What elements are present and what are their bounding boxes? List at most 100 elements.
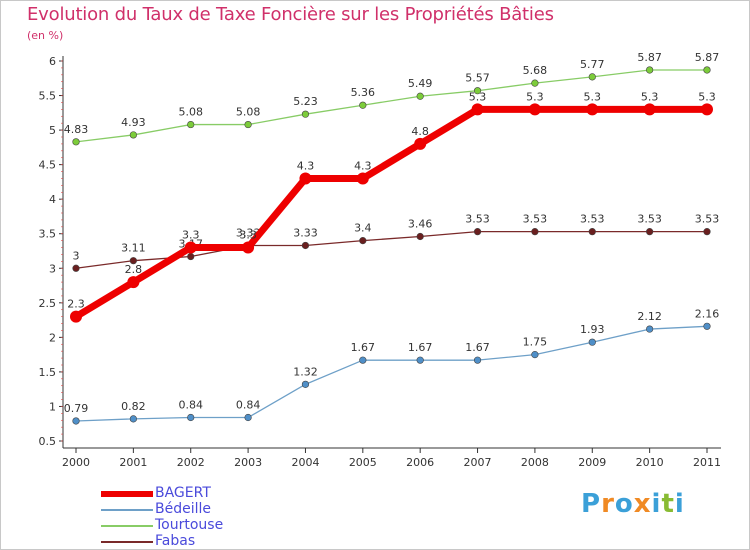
legend-label: Tourtouse (155, 517, 224, 533)
logo-letter: i (674, 489, 685, 519)
data-label: 0.79 (64, 402, 89, 415)
data-point (473, 356, 482, 364)
data-label: 3 (73, 249, 80, 262)
y-tick-label: 4 (49, 193, 56, 206)
data-label: 5.87 (637, 51, 662, 64)
data-label: 4.3 (297, 159, 315, 172)
x-tick-label: 2005 (349, 456, 377, 469)
x-tick-label: 2010 (636, 456, 664, 469)
data-point (242, 241, 255, 254)
x-tick-label: 2008 (521, 456, 549, 469)
data-label: 3.33 (293, 226, 318, 239)
y-tick-label: 0.5 (39, 435, 57, 448)
data-point (703, 322, 711, 330)
logo-letter: o (614, 489, 634, 519)
data-point (129, 131, 137, 139)
data-label: 1.67 (408, 341, 433, 354)
data-point (129, 415, 137, 423)
data-point (588, 73, 596, 81)
legend-swatch (101, 509, 153, 511)
data-label: 5.3 (584, 90, 602, 103)
logo-letter: P (581, 489, 602, 519)
data-point (359, 101, 367, 109)
data-point (187, 413, 195, 422)
data-point (70, 310, 82, 323)
proxiti-logo: Proxiti (581, 489, 685, 519)
data-point (701, 103, 713, 116)
data-label: 1.75 (523, 336, 548, 349)
x-tick-label: 2002 (177, 456, 205, 469)
data-point (473, 228, 482, 236)
data-label: 3.53 (695, 213, 720, 226)
data-label: 5.3 (469, 90, 487, 103)
data-point (528, 103, 541, 116)
data-point (416, 92, 424, 100)
data-label: 1.67 (465, 341, 490, 354)
data-label: 5.36 (351, 86, 376, 99)
legend-swatch (101, 525, 153, 527)
data-label: 5.08 (236, 106, 261, 119)
data-label: 4.83 (64, 123, 89, 136)
y-tick-label: 6 (49, 55, 56, 68)
data-label: 2.16 (695, 307, 720, 320)
data-label: 4.93 (121, 116, 146, 129)
data-label: 5.57 (465, 72, 490, 85)
y-tick-label: 2.5 (39, 297, 57, 310)
data-point (299, 172, 312, 185)
y-tick-label: 3 (49, 262, 56, 275)
data-point (127, 276, 140, 289)
data-label: 5.49 (408, 77, 433, 90)
data-point (184, 241, 197, 254)
data-label: 5.3 (641, 90, 659, 103)
data-label: 3.3 (239, 229, 257, 242)
data-point (187, 252, 195, 261)
data-label: 3.11 (121, 242, 146, 255)
x-tick-label: 2000 (62, 456, 90, 469)
data-label: 5.08 (178, 106, 203, 119)
y-tick-label: 4.5 (39, 159, 57, 172)
data-point (703, 228, 711, 236)
logo-letter: x (633, 489, 652, 519)
legend-label: Bédeille (155, 501, 211, 517)
chart-title: Evolution du Taux de Taxe Foncière sur l… (27, 4, 554, 25)
data-label: 3.53 (465, 213, 490, 226)
data-point (129, 257, 137, 265)
series-line-bagert (74, 105, 707, 320)
data-point (301, 241, 310, 250)
data-point (471, 103, 484, 116)
data-label: 0.84 (178, 399, 203, 412)
legend-swatch (101, 491, 153, 497)
x-tick-label: 2003 (234, 456, 262, 469)
data-point (72, 417, 80, 425)
data-point (359, 237, 367, 245)
y-tick-label: 2 (49, 331, 56, 344)
data-point (646, 66, 654, 74)
data-point (531, 228, 539, 236)
data-point (416, 356, 424, 364)
data-point (187, 120, 195, 129)
x-tick-label: 2001 (119, 456, 147, 469)
x-tick-label: 2006 (406, 456, 434, 469)
data-point (414, 137, 427, 150)
data-point (244, 413, 252, 422)
data-point (72, 138, 80, 146)
legend-swatch (101, 541, 153, 543)
x-tick-label: 2009 (578, 456, 606, 469)
data-label: 5.87 (695, 51, 720, 64)
data-point (531, 351, 539, 359)
data-point (72, 264, 80, 272)
data-point (588, 228, 596, 236)
data-point (301, 110, 310, 118)
series-line-tourtouse (75, 69, 707, 143)
data-point (586, 103, 599, 116)
data-label: 2.12 (637, 310, 662, 323)
data-point (531, 79, 539, 87)
data-label: 1.93 (580, 323, 605, 336)
data-label: 5.3 (698, 90, 716, 103)
data-point (643, 103, 656, 116)
data-label: 3.3 (182, 229, 200, 242)
logo-letter: i (651, 489, 662, 519)
data-label: 4.8 (411, 125, 429, 138)
data-label: 2.8 (125, 263, 143, 276)
data-label: 3.46 (408, 217, 433, 230)
